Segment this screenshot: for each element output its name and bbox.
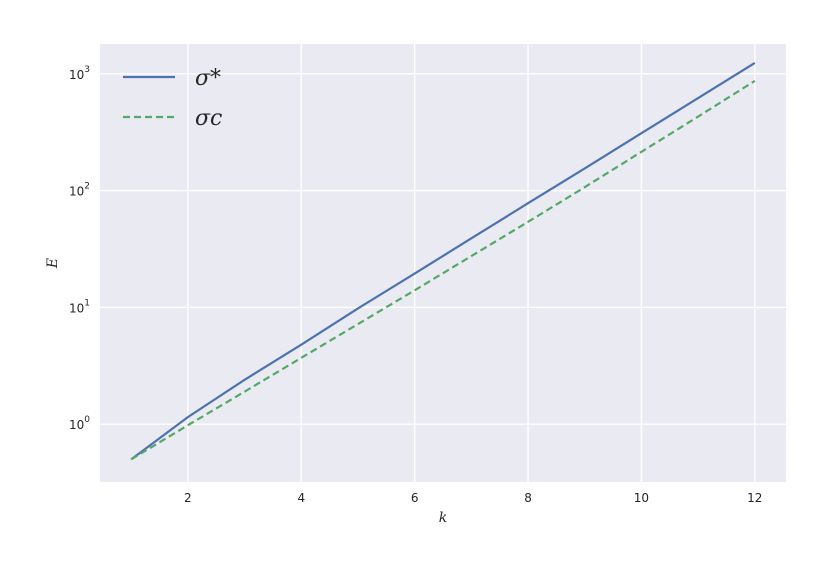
x-tick-label: 8: [524, 491, 532, 505]
x-tick-label: 2: [184, 491, 192, 505]
x-tick-label: 6: [411, 491, 419, 505]
x-tick-label: 10: [634, 491, 649, 505]
y-axis-ticks: 100 101 102 103: [69, 65, 90, 432]
x-axis-ticks: 2 4 6 8 10 12: [184, 491, 762, 505]
legend: σ* σc: [123, 66, 222, 131]
grid: [100, 44, 786, 482]
series-layer: [130, 61, 756, 461]
y-axis-label: E: [45, 258, 61, 269]
x-tick-label: 4: [297, 491, 305, 505]
x-tick-label: 12: [747, 491, 762, 505]
y-tick-label: 103: [69, 65, 90, 82]
series-line-1: [130, 61, 756, 461]
legend-label-2: σc: [195, 106, 222, 131]
y-tick-label: 101: [69, 298, 90, 315]
y-tick-label: 100: [69, 415, 90, 432]
y-tick-label: 102: [69, 182, 90, 199]
plot-area: [100, 44, 786, 482]
x-axis-label: k: [439, 510, 447, 526]
series-line-2: [130, 79, 756, 461]
legend-label-1: σ*: [195, 66, 221, 91]
